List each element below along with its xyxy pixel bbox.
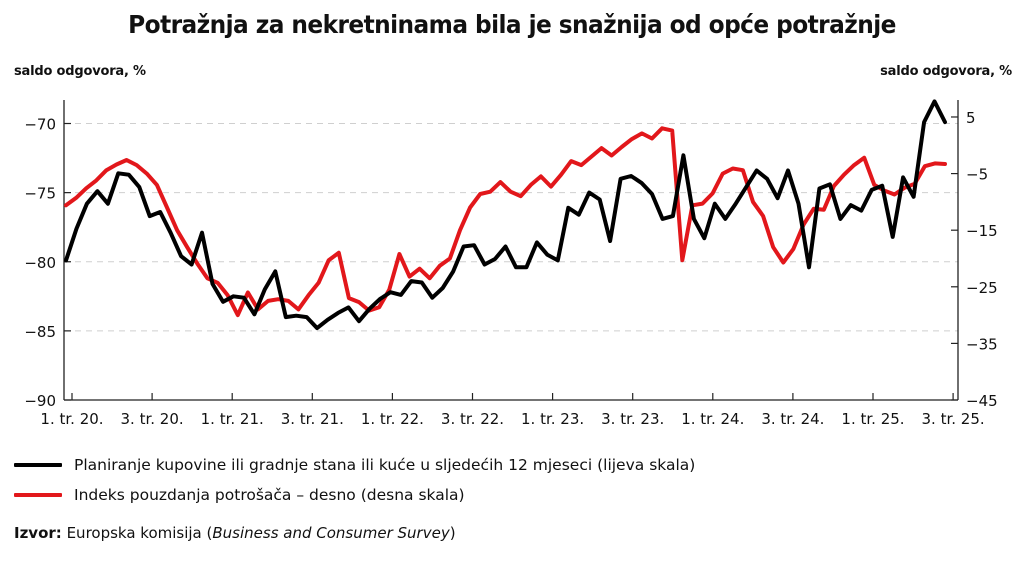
right-tick-label: 5	[966, 109, 976, 127]
right-axis-unit: saldo odgovora, %	[880, 64, 1012, 79]
series-lines	[64, 99, 947, 331]
series-line-planning	[64, 99, 947, 331]
x-tick-label: 1. tr. 24.	[681, 410, 744, 428]
right-tick-label: −5	[966, 166, 988, 184]
left-tick-label: −85	[24, 323, 56, 341]
left-tick-label: −90	[24, 392, 56, 410]
x-tick-label: 1. tr. 25.	[841, 410, 904, 428]
legend-swatch-black	[14, 463, 62, 467]
source-text: Europska komisija (	[66, 524, 213, 542]
left-y-ticks: −70 −75 −80 −85 −90	[24, 116, 71, 410]
left-tick-label: −70	[24, 116, 56, 134]
legend-label: Indeks pouzdanja potrošača – desno (desn…	[74, 486, 465, 504]
right-tick-label: −15	[966, 222, 998, 240]
x-tick-label: 3. tr. 21.	[281, 410, 344, 428]
x-tick-label: 1. tr. 23.	[521, 410, 584, 428]
x-tick-label: 1. tr. 20.	[40, 410, 103, 428]
source-survey-name: Business and Consumer Survey	[212, 524, 450, 542]
x-tick-label: 3. tr. 24.	[761, 410, 824, 428]
source-label: Izvor:	[14, 524, 62, 542]
source-end: )	[449, 524, 456, 542]
x-tick-label: 3. tr. 25.	[922, 410, 985, 428]
legend-item-planning: Planiranje kupovine ili gradnje stana il…	[14, 454, 695, 476]
left-axis-unit: saldo odgovora, %	[14, 64, 146, 79]
grid-lines	[64, 123, 958, 332]
right-tick-label: −25	[966, 279, 998, 297]
legend-swatch-red	[14, 493, 62, 497]
axes	[63, 100, 959, 401]
x-tick-label: 1. tr. 21.	[201, 410, 264, 428]
legend-label: Planiranje kupovine ili gradnje stana il…	[74, 456, 696, 474]
x-tick-label: 3. tr. 22.	[441, 410, 504, 428]
chart-title: Potražnja za nekretninama bila je snažni…	[128, 10, 896, 39]
right-tick-label: −35	[966, 335, 998, 353]
x-tick-label: 3. tr. 23.	[601, 410, 664, 428]
x-tick-label: 1. tr. 22.	[361, 410, 424, 428]
right-tick-label: −45	[966, 392, 998, 410]
x-tick-label: 3. tr. 20.	[121, 410, 184, 428]
x-ticks: 1. tr. 20. 3. tr. 20. 1. tr. 21. 3. tr. 21.…	[40, 393, 985, 428]
source-note: Izvor: Europska komisija (Business and C…	[14, 524, 456, 542]
line-chart: −70 −75 −80 −85 −90 5 −5 −15 −25 −35 −45 1. tr. 2…	[24, 99, 998, 428]
left-tick-label: −80	[24, 254, 56, 272]
right-y-ticks: 5 −5 −15 −25 −35 −45	[951, 109, 998, 410]
left-tick-label: −75	[24, 185, 56, 203]
legend-item-confidence: Indeks pouzdanja potrošača – desno (desn…	[14, 484, 465, 506]
